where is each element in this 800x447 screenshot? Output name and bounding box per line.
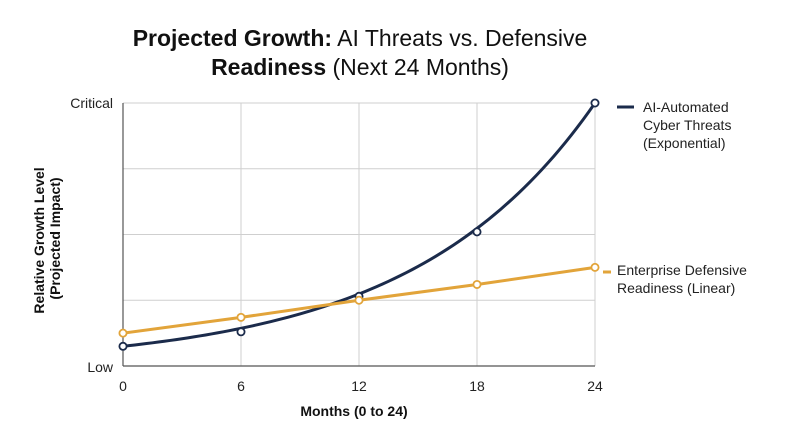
legend-label-threats: Cyber Threats [643,117,731,133]
grid [123,102,596,367]
data-point-series-2 [236,312,246,322]
axes [122,103,595,367]
legend-label-threats: AI-Automated [643,99,729,115]
legend: AI-Automated Cyber Threats (Exponential) En… [603,99,747,296]
title-bold-part-1: Projected Growth: [132,25,333,51]
data-point-series-2 [354,295,364,305]
x-tick-label: 24 [587,378,603,394]
data-point-series-1 [590,98,600,108]
legend-label-defense: Enterprise Defensive [617,262,747,278]
x-tick-label: 12 [351,378,367,394]
x-tick-label: 18 [469,378,485,394]
y-axis-label-line-2: (Projected Impact) [47,177,63,299]
y-tick-label-high: Critical [70,95,113,111]
data-point-series-1 [472,227,482,237]
y-axis-label-line-1: Relative Growth Level [31,167,47,313]
data-point-series-2 [118,328,128,338]
legend-label-threats: (Exponential) [643,135,726,151]
x-axis-label: Months (0 to 24) [300,403,407,419]
title-normal-part-1: AI Threats vs. Defensive [337,25,588,51]
data-point-series-1 [118,341,128,351]
tick-labels: 0 6 12 18 24 Critical Low [70,95,603,394]
data-point-series-2 [472,279,482,289]
x-tick-label: 0 [119,378,127,394]
legend-label-defense: Readiness (Linear) [617,280,735,296]
title-normal-part-2: (Next 24 Months) [332,54,509,80]
y-tick-label-low: Low [87,359,114,375]
x-tick-label: 6 [237,378,245,394]
series-points [118,98,600,351]
title-bold-part-2: Readiness [211,54,327,80]
y-axis-label: Relative Growth Level (Projected Impact) [31,163,63,313]
chart-title: Projected Growth: AI Threats vs. Defensi… [0,24,720,82]
data-point-series-1 [236,327,246,337]
data-point-series-2 [590,262,600,272]
